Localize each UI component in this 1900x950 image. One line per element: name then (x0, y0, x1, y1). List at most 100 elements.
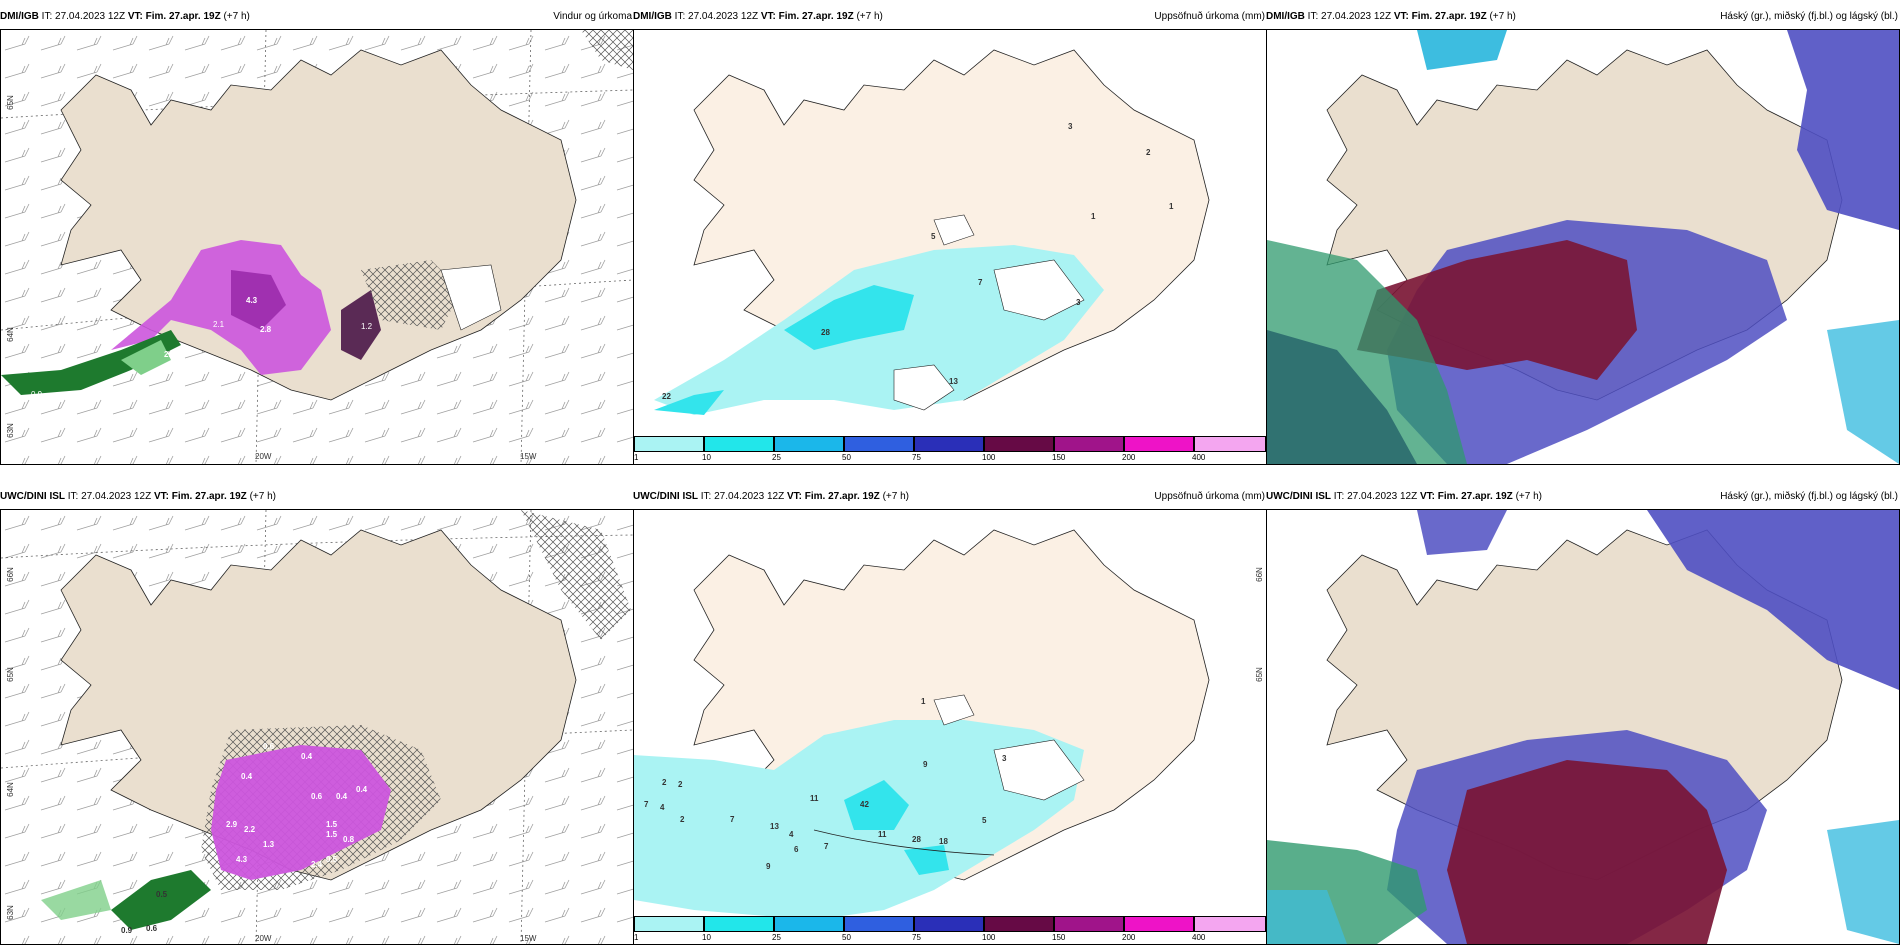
colorbar: 1 10 25 50 75 100 150 200 400 (634, 916, 1266, 942)
val-3: 2.2 (164, 350, 176, 359)
cbar-tick: 100 (982, 453, 996, 462)
val-13: 2.4 (311, 860, 323, 869)
lat-label-1: 66N (5, 567, 15, 582)
panel-4-header: UWC/DINI ISL IT: 27.04.2023 12Z VT: Fim.… (0, 491, 632, 527)
cbar-tick: 75 (912, 933, 921, 942)
cbar-tick: 25 (772, 933, 781, 942)
val-8: 2.2 (244, 825, 256, 834)
lat-label-2: 65N (1254, 667, 1264, 682)
panel-3-title: DMI/IGB IT: 27.04.2023 12Z VT: Fim. 27.a… (1266, 11, 1516, 22)
val-11: 0.8 (343, 835, 355, 844)
val-14: 0.5 (326, 855, 338, 864)
val-6: 7 (978, 278, 983, 287)
val-16: 0.5 (156, 890, 168, 899)
val-9: 1.5 (326, 830, 338, 839)
val-4: 0.9 (31, 390, 43, 399)
val-18: 0.6 (146, 924, 158, 933)
val-6: 42 (860, 800, 869, 809)
val-1: 3 (1068, 122, 1073, 131)
map-panel-accum-precip-dmi: 3 2 1 1 5 7 3 28 22 13 1 10 25 50 75 100… (633, 29, 1267, 465)
val-5: 5 (931, 232, 936, 241)
val-15: 7 (730, 815, 735, 824)
cbar-tick: 75 (912, 453, 921, 462)
val-1: 0.6 (263, 742, 275, 751)
map-canvas (634, 529, 1210, 920)
panel-2-header: DMI/IGB IT: 27.04.2023 12Z VT: Fim. 27.a… (633, 11, 1265, 47)
panel-2-title: DMI/IGB IT: 27.04.2023 12Z VT: Fim. 27.a… (633, 11, 883, 22)
val-4: 1 (1169, 202, 1174, 211)
val-10: 13 (949, 377, 958, 386)
val-8: 28 (912, 835, 921, 844)
cbar-tick: 25 (772, 453, 781, 462)
cbar-tick: 200 (1122, 933, 1136, 942)
cbar-tick: 10 (702, 933, 711, 942)
panel-6-title: UWC/DINI ISL IT: 27.04.2023 12Z VT: Fim.… (1266, 491, 1542, 502)
val-7: 13 (770, 822, 779, 831)
val-1: 1 (921, 697, 926, 706)
val-2: 2.8 (260, 325, 272, 334)
val-16: 4 (789, 830, 794, 839)
panel-5-title: UWC/DINI ISL IT: 27.04.2023 12Z VT: Fim.… (633, 491, 909, 502)
panel-4-title: UWC/DINI ISL IT: 27.04.2023 12Z VT: Fim.… (0, 491, 276, 502)
lat-label-1: 65N (5, 95, 15, 110)
val-17: 6 (794, 845, 799, 854)
map-canvas (1267, 30, 1899, 464)
val-3: 1 (1091, 212, 1096, 221)
val-10: 2 (662, 778, 667, 787)
val-12: 4.3 (236, 855, 248, 864)
lat-label-2: 65N (5, 667, 15, 682)
map-canvas (1, 510, 633, 944)
val-5: 0.6 (311, 792, 323, 801)
panel-5-variable: Uppsöfnuð úrkoma (mm) (1154, 491, 1265, 502)
val-2: 2 (1146, 148, 1151, 157)
map-panel-wind-precip-uwc: 0.6 0.4 0.4 0.4 0.6 0.4 2.9 2.2 1.5 1.3 … (0, 509, 634, 945)
val-13: 4 (660, 803, 665, 812)
panel-1-header: DMI/IGB IT: 27.04.2023 12Z VT: Fim. 27.a… (0, 11, 632, 47)
val-11: 2 (678, 780, 683, 789)
panel-1-title: DMI/IGB IT: 27.04.2023 12Z VT: Fim. 27.a… (0, 11, 250, 22)
colorbar: 1 10 25 50 75 100 150 200 400 (634, 436, 1266, 462)
panel-3-variable: Háský (gr.), miðský (fj.bl.) og lágský (… (1720, 11, 1898, 22)
cbar-tick: 200 (1122, 453, 1136, 462)
val-5: 11 (810, 794, 819, 803)
val-6: 0.4 (336, 792, 348, 801)
lon-label-2: 15W (520, 934, 537, 943)
panel-3-header: DMI/IGB IT: 27.04.2023 12Z VT: Fim. 27.a… (1266, 11, 1898, 47)
val-9: 18 (939, 837, 948, 846)
val-20: 9 (766, 862, 771, 871)
val-7: 2.3 (101, 390, 113, 399)
cbar-tick: 100 (982, 933, 996, 942)
cbar-tick: 50 (842, 453, 851, 462)
panel-6-header: UWC/DINI ISL IT: 27.04.2023 12Z VT: Fim.… (1266, 491, 1898, 527)
map-canvas (1, 30, 633, 464)
cbar-tick: 1 (634, 933, 639, 942)
val-5: 2.1 (213, 320, 225, 329)
val-2: 9 (923, 760, 928, 769)
panel-2-variable: Uppsöfnuð úrkoma (mm) (1154, 11, 1265, 22)
val-18: 7 (824, 842, 829, 851)
val-3: 0.4 (241, 772, 253, 781)
cbar-tick: 150 (1052, 933, 1066, 942)
lat-label-1: 66N (1254, 567, 1264, 582)
val-4: 0.4 (356, 785, 368, 794)
val-6: 1.2 (361, 322, 373, 331)
val-15: 1.5 (326, 820, 338, 829)
val-8: 28 (821, 328, 830, 337)
val-3: 3 (1002, 754, 1007, 763)
val-7: 2.9 (226, 820, 238, 829)
cbar-tick: 400 (1192, 453, 1206, 462)
lat-label-2: 64N (5, 327, 15, 342)
map-panel-clouds-dmi (1266, 29, 1900, 465)
cbar-tick: 150 (1052, 453, 1066, 462)
lon-label-1: 20W (255, 452, 272, 461)
lon-label-1: 20W (255, 934, 272, 943)
val-1: 4.3 (246, 296, 258, 305)
cbar-tick: 50 (842, 933, 851, 942)
val-14: 2 (680, 815, 685, 824)
lat-label-3: 64N (5, 782, 15, 797)
cbar-tick: 400 (1192, 933, 1206, 942)
panel-1-variable: Vindur og úrkoma (553, 11, 632, 22)
cbar-tick: 10 (702, 453, 711, 462)
val-19: 11 (878, 830, 887, 839)
panel-6-variable: Háský (gr.), miðský (fj.bl.) og lágský (… (1720, 491, 1898, 502)
